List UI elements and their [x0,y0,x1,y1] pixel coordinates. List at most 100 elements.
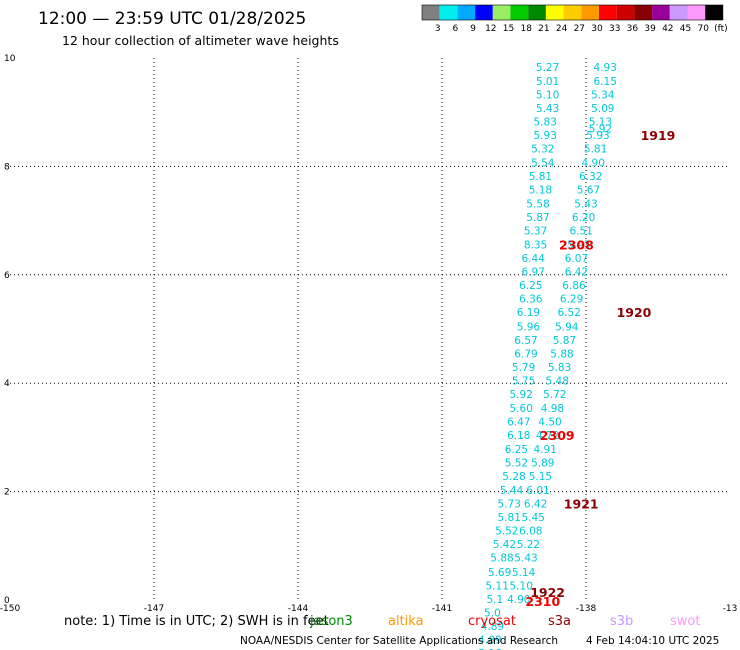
colorbar-swatch [528,5,546,20]
wave-height-point: 5.83 [534,116,557,128]
x-axis-ticks: -150 -147 -144 -141 -138 -13 [0,604,737,614]
wave-height-point: 5.79 [512,362,535,374]
wave-height-point: 5.22 [517,539,540,551]
pass-time-label: 1919 [641,128,676,143]
wave-height-point: 6.29 [560,294,583,306]
wave-height-point: 6.52 [558,307,581,319]
wave-height-point: 4.91 [534,444,557,456]
colorbar-label: 42 [662,24,673,34]
wave-height-point: 5.83 [548,362,571,374]
credit-line: NOAA/NESDIS Center for Satellite Applica… [240,635,558,647]
colorbar-swatch [439,5,458,20]
wave-height-point: 6.97 [522,267,545,279]
wave-height-point: 5.28 [502,471,525,483]
wave-height-point: 6.79 [514,348,537,360]
colorbar-label: 9 [470,24,476,34]
colorbar-label: 21 [538,24,549,34]
wave-height-point: 5.92 [510,389,533,401]
colorbar-swatch [475,5,493,20]
y-tick-label: 8 [4,162,10,172]
pass-time-label: 1921 [564,497,599,512]
wave-height-point: 6.42 [565,267,588,279]
wave-height-point: 4.90 [582,158,605,170]
wave-height-point: 5.69 [488,567,511,579]
colorbar-label: 39 [644,24,656,34]
pass-time-label: 1922 [530,585,565,600]
x-tick-label: -138 [576,604,597,614]
x-tick-label: -147 [144,604,164,614]
wave-height-point: 5.75 [512,375,535,387]
wave-height-point: 5.54 [531,158,555,170]
wave-height-point: 5.14 [512,567,536,579]
wave-height-point: 8.35 [524,239,547,251]
pass-time-label: 2308 [559,237,594,252]
wave-height-point: 6.15 [594,76,617,88]
wave-height-point: 5.11 [486,580,509,592]
colorbar-swatch [616,5,635,20]
wave-height-point: 4.89 [478,635,501,647]
colorbar-swatch [457,5,476,20]
colorbar-swatch [634,5,653,20]
satellite-altika: altika [388,614,424,629]
wave-height-point: 5.32 [531,144,554,156]
wave-height-point: 5.93 [534,130,557,142]
satellite-cryosat: cryosat [468,614,516,629]
wave-height-point: 6.07 [565,253,588,265]
wave-height-point: 5.81 [529,171,552,183]
wave-height-point: 5.18 [529,185,552,197]
wave-height-point: 5.87 [553,335,576,347]
colorbar-label: 6 [453,24,459,34]
colorbar-swatch [687,5,706,20]
colorbar-label: (ft) [714,24,728,34]
wave-height-point: 4.72 [536,430,559,442]
wave-height-point: 5.81 [498,512,521,524]
wave-height-point: 5.0 [484,607,501,619]
wave-height-point: 6.36 [519,294,543,306]
wave-height-point: 4.50 [538,417,561,429]
wave-height-point: 6.51 [570,225,593,237]
wave-height-point: 5.72 [543,389,566,401]
colorbar-border [421,4,724,21]
wave-height-point: 5.43 [574,198,597,210]
wave-height-point: 5.1 [486,594,503,606]
pass-time-label: 2309 [540,428,575,443]
colorbar-label: 70 [697,24,709,34]
colorbar-swatch [599,5,617,20]
wave-height-point: 6.32 [579,171,602,183]
satellite-legend: jason3 altika cryosat s3a s3b swot [309,614,700,629]
wave-height-point: 5.10 [510,580,533,592]
chart-title: 12:00 — 23:59 UTC 01/28/2025 [38,9,306,29]
wave-height-point: 6.47 [507,417,530,429]
colorbar-label: 45 [680,24,691,34]
wave-height-point: 6.57 [514,335,537,347]
wave-height-point: 5.87 [526,212,549,224]
timestamp: 4 Feb 14:04:10 UTC 2025 [586,635,719,647]
wave-height-point: 5.13 [589,116,612,128]
y-tick-label: 4 [4,379,10,389]
colorbar-label: 36 [627,24,639,34]
wave-height-point: 5.45 [522,512,545,524]
colorbar-swatch [510,5,529,20]
satellite-jason3: jason3 [309,614,353,629]
wave-height-point: 5.88 [550,348,573,360]
satellite-s3b: s3b [610,614,633,629]
y-tick-label: 2 [4,488,10,498]
colorbar-label: 33 [609,24,620,34]
colorbar-label: 24 [556,24,568,34]
wave-height-point: 5.15 [529,471,552,483]
wave-height-point: 5.60 [510,403,533,415]
wave-height-point: 5.89 [531,457,554,469]
x-tick-label: -141 [432,604,452,614]
wave-height-point: 6.18 [507,430,530,442]
wave-height-point: 5.27 [536,62,559,74]
footnote: note: 1) Time is in UTC; 2) SWH is in fe… [64,614,329,629]
wave-height-point: 5.37 [524,225,547,237]
colorbar-label: 12 [485,24,496,34]
chart-subtitle: 12 hour collection of altimeter wave hei… [62,33,339,48]
satellite-s3a: s3a [548,614,571,629]
colorbar-swatch [563,5,582,20]
colorbar-swatch [545,5,564,20]
wave-height-point: 5.93 [586,130,609,142]
wave-height-point: 4.90 [507,594,530,606]
y-tick-label: 10 [4,54,16,64]
